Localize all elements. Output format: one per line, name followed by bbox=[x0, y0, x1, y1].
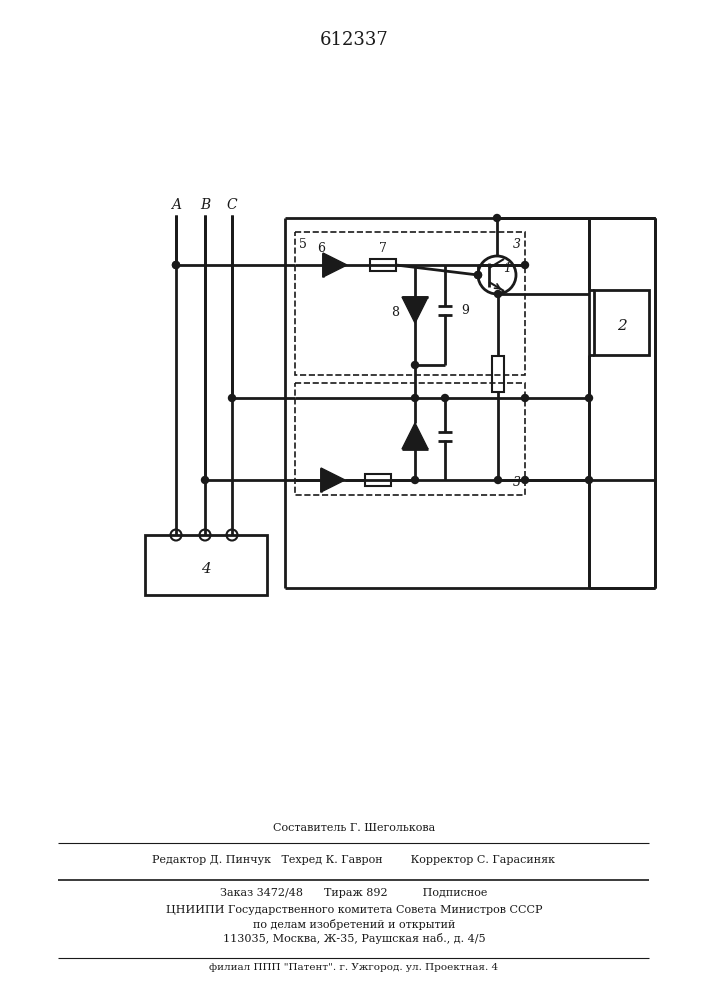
Text: Составитель Г. Шеголькова: Составитель Г. Шеголькова bbox=[273, 823, 435, 833]
Text: C: C bbox=[227, 198, 238, 212]
Polygon shape bbox=[402, 423, 428, 449]
Bar bbox=[365, 474, 391, 486]
Polygon shape bbox=[402, 297, 428, 323]
Text: 8: 8 bbox=[391, 306, 399, 318]
Text: 113035, Москва, Ж-35, Раушская наб., д. 4/5: 113035, Москва, Ж-35, Раушская наб., д. … bbox=[223, 932, 485, 944]
Bar bbox=[145, 535, 267, 595]
Text: филиал ППП "Патент". г. Ужгород. ул. Проектная. 4: филиал ППП "Патент". г. Ужгород. ул. Про… bbox=[209, 964, 498, 972]
Circle shape bbox=[173, 261, 180, 268]
Text: Редактор Д. Пинчук   Техред К. Гаврон        Корректор С. Гарасиняк: Редактор Д. Пинчук Техред К. Гаврон Корр… bbox=[153, 855, 556, 865]
Text: 612337: 612337 bbox=[320, 31, 388, 49]
Text: 3: 3 bbox=[513, 476, 521, 488]
Circle shape bbox=[522, 394, 529, 401]
Text: 6: 6 bbox=[317, 241, 325, 254]
Circle shape bbox=[411, 477, 419, 484]
Text: 5: 5 bbox=[299, 238, 307, 251]
Circle shape bbox=[493, 215, 501, 222]
Circle shape bbox=[494, 290, 501, 298]
Circle shape bbox=[522, 477, 529, 484]
Bar bbox=[295, 232, 525, 375]
Circle shape bbox=[585, 477, 592, 484]
Text: 3: 3 bbox=[513, 238, 521, 251]
Circle shape bbox=[474, 271, 481, 278]
Circle shape bbox=[522, 261, 529, 268]
Circle shape bbox=[228, 394, 235, 401]
Text: 4: 4 bbox=[201, 562, 211, 576]
Text: 9: 9 bbox=[461, 304, 469, 316]
Circle shape bbox=[411, 361, 419, 368]
Polygon shape bbox=[321, 468, 345, 492]
Text: 2: 2 bbox=[617, 318, 626, 332]
Circle shape bbox=[474, 271, 481, 278]
Circle shape bbox=[411, 394, 419, 401]
Text: по делам изобретений и открытий: по делам изобретений и открытий bbox=[253, 918, 455, 930]
Text: 1: 1 bbox=[503, 262, 511, 275]
Circle shape bbox=[585, 394, 592, 401]
Circle shape bbox=[201, 477, 209, 484]
Bar bbox=[594, 290, 649, 355]
Bar bbox=[295, 383, 525, 495]
Polygon shape bbox=[323, 253, 347, 277]
Text: ЦНИИПИ Государственного комитета Совета Министров СССР: ЦНИИПИ Государственного комитета Совета … bbox=[165, 905, 542, 915]
Text: A: A bbox=[171, 198, 181, 212]
Text: B: B bbox=[200, 198, 210, 212]
Text: 7: 7 bbox=[379, 241, 387, 254]
Bar bbox=[370, 259, 396, 271]
Circle shape bbox=[173, 261, 180, 268]
Text: Заказ 3472/48      Тираж 892          Подписное: Заказ 3472/48 Тираж 892 Подписное bbox=[221, 888, 488, 898]
Bar bbox=[492, 356, 504, 391]
Circle shape bbox=[494, 477, 501, 484]
Circle shape bbox=[441, 394, 448, 401]
